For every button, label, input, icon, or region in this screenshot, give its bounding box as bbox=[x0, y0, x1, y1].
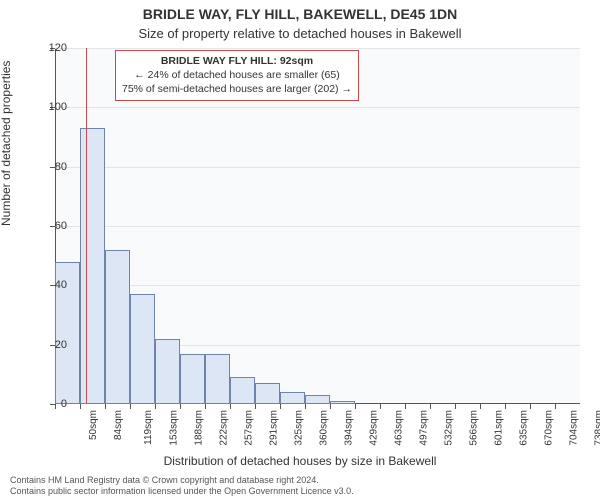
x-tick-mark bbox=[155, 404, 156, 409]
footer: Contains HM Land Registry data © Crown c… bbox=[10, 475, 354, 498]
x-tick-label: 601sqm bbox=[494, 410, 505, 446]
x-tick-mark bbox=[280, 404, 281, 409]
annotation-box: BRIDLE WAY FLY HILL: 92sqm ← 24% of deta… bbox=[115, 50, 359, 101]
histogram-bar bbox=[305, 395, 330, 404]
x-tick-label: 738sqm bbox=[594, 410, 600, 446]
histogram-bar bbox=[205, 354, 230, 404]
y-tick-label: 100 bbox=[37, 101, 67, 113]
x-tick-label: 360sqm bbox=[319, 410, 330, 446]
histogram-bar bbox=[80, 128, 105, 404]
x-tick-label: 188sqm bbox=[194, 410, 205, 446]
x-tick-mark bbox=[430, 404, 431, 409]
x-tick-label: 325sqm bbox=[294, 410, 305, 446]
x-tick-mark bbox=[230, 404, 231, 409]
x-tick-mark bbox=[530, 404, 531, 409]
chart-container: BRIDLE WAY, FLY HILL, BAKEWELL, DE45 1DN… bbox=[0, 0, 600, 500]
x-tick-label: 394sqm bbox=[344, 410, 355, 446]
x-tick-mark bbox=[255, 404, 256, 409]
plot-area: 50sqm84sqm119sqm153sqm188sqm222sqm257sqm… bbox=[55, 48, 580, 404]
y-tick-label: 40 bbox=[37, 279, 67, 291]
x-tick-label: 566sqm bbox=[469, 410, 480, 446]
x-tick-label: 704sqm bbox=[569, 410, 580, 446]
x-tick-label: 497sqm bbox=[419, 410, 430, 446]
x-tick-label: 670sqm bbox=[544, 410, 555, 446]
x-tick-mark bbox=[405, 404, 406, 409]
histogram-bar bbox=[180, 354, 205, 404]
chart-title: BRIDLE WAY, FLY HILL, BAKEWELL, DE45 1DN bbox=[0, 6, 600, 22]
x-tick-mark bbox=[180, 404, 181, 409]
x-tick-label: 257sqm bbox=[244, 410, 255, 446]
gridline bbox=[55, 285, 580, 286]
x-tick-mark bbox=[105, 404, 106, 409]
x-tick-label: 84sqm bbox=[113, 410, 124, 440]
histogram-bar bbox=[255, 383, 280, 404]
y-tick-label: 80 bbox=[37, 161, 67, 173]
histogram-bar bbox=[105, 250, 130, 404]
y-axis-label: Number of detached properties bbox=[0, 61, 13, 226]
x-tick-mark bbox=[80, 404, 81, 409]
gridline bbox=[55, 48, 580, 49]
x-tick-label: 119sqm bbox=[143, 410, 154, 445]
x-tick-label: 291sqm bbox=[269, 410, 280, 446]
x-tick-mark bbox=[555, 404, 556, 409]
x-tick-mark bbox=[305, 404, 306, 409]
histogram-bar bbox=[230, 377, 255, 404]
x-axis-label: Distribution of detached houses by size … bbox=[0, 454, 600, 468]
x-tick-mark bbox=[505, 404, 506, 409]
x-tick-mark bbox=[355, 404, 356, 409]
histogram-bar bbox=[155, 339, 180, 404]
footer-line2: Contains public sector information licen… bbox=[10, 486, 354, 497]
x-tick-mark bbox=[205, 404, 206, 409]
x-tick-mark bbox=[330, 404, 331, 409]
gridline bbox=[55, 226, 580, 227]
x-tick-label: 222sqm bbox=[219, 410, 230, 446]
x-tick-label: 50sqm bbox=[88, 410, 99, 440]
gridline bbox=[55, 107, 580, 108]
histogram-bar bbox=[330, 401, 355, 404]
chart-subtitle: Size of property relative to detached ho… bbox=[0, 26, 600, 41]
annotation-line3: 75% of semi-detached houses are larger (… bbox=[122, 82, 352, 96]
x-tick-label: 532sqm bbox=[444, 410, 455, 446]
y-tick-label: 20 bbox=[37, 339, 67, 351]
x-tick-label: 429sqm bbox=[369, 410, 380, 446]
y-tick-label: 60 bbox=[37, 220, 67, 232]
x-tick-mark bbox=[130, 404, 131, 409]
x-tick-label: 153sqm bbox=[169, 410, 180, 446]
y-tick-label: 120 bbox=[37, 42, 67, 54]
annotation-title: BRIDLE WAY FLY HILL: 92sqm bbox=[122, 54, 352, 68]
histogram-bar bbox=[280, 392, 305, 404]
footer-line1: Contains HM Land Registry data © Crown c… bbox=[10, 475, 354, 486]
histogram-bar bbox=[130, 294, 155, 404]
x-tick-label: 463sqm bbox=[394, 410, 405, 446]
y-tick-label: 0 bbox=[37, 398, 67, 410]
annotation-line2: ← 24% of detached houses are smaller (65… bbox=[122, 68, 352, 82]
gridline bbox=[55, 167, 580, 168]
x-tick-mark bbox=[380, 404, 381, 409]
x-tick-mark bbox=[480, 404, 481, 409]
x-tick-label: 635sqm bbox=[519, 410, 530, 446]
reference-line bbox=[86, 48, 87, 404]
x-tick-mark bbox=[455, 404, 456, 409]
